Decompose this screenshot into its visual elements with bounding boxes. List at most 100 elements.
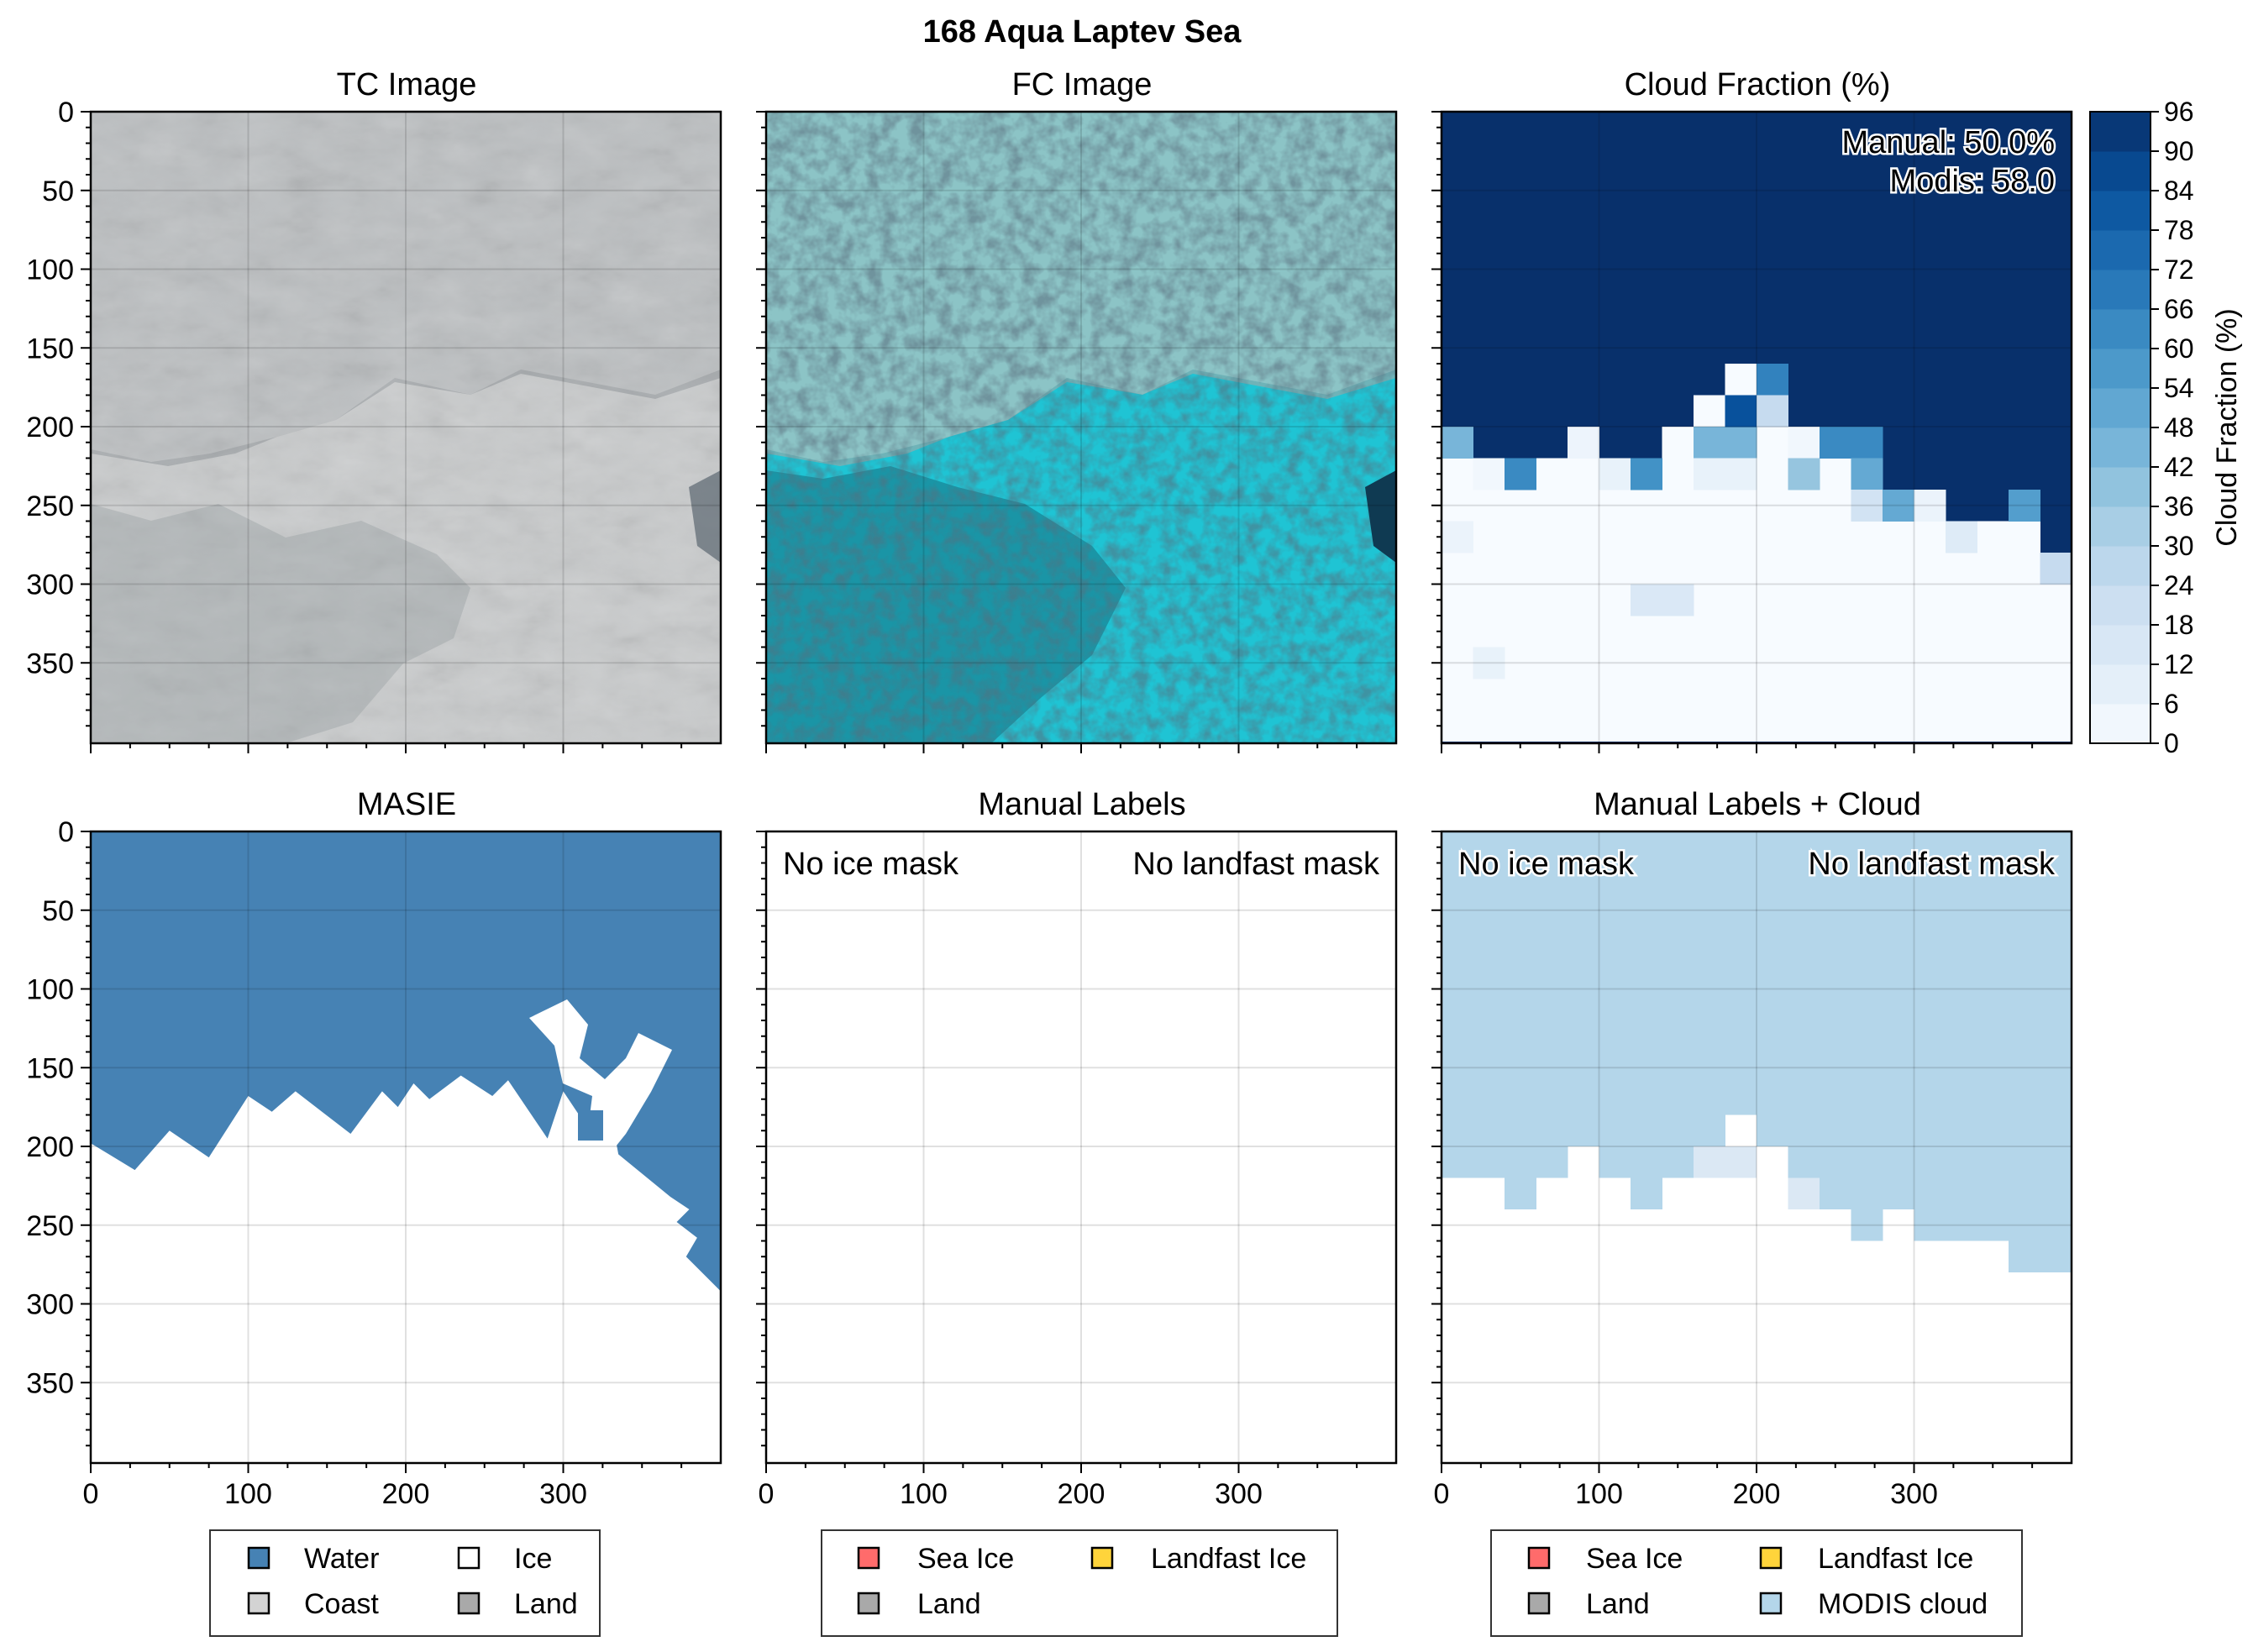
modis-cloud-cell: [1788, 831, 1820, 1178]
modis-cloud-cell: [1820, 831, 1851, 1209]
masie-panel: [91, 831, 721, 1463]
colorbar-block: [2090, 625, 2151, 665]
y-tick-label: 350: [26, 1367, 74, 1399]
axis-frame: [1431, 110, 2073, 753]
clear-cell: [1568, 427, 1599, 742]
clear-cell: [1536, 458, 1568, 742]
colorbar-tick-label: 60: [2164, 333, 2194, 364]
colorbar-tick-label: 18: [2164, 610, 2194, 640]
x-tick-label: 200: [1058, 1478, 1105, 1510]
cloud-fraction-cell: [1599, 458, 1631, 490]
manual-labels-cloud-panel: No ice mask No landfast mask: [1442, 831, 2072, 1463]
cloud-fraction-cell: [1631, 458, 1662, 490]
legend-landfast-ice: Landfast Ice: [1818, 1543, 1973, 1575]
masie-title: MASIE: [357, 787, 456, 822]
legend-land: Land: [917, 1588, 981, 1620]
colorbar-block: [2090, 546, 2151, 586]
cloud-fraction-cell: [1725, 458, 1757, 490]
y-tick-label: 50: [42, 895, 74, 927]
colorbar-block: [2090, 427, 2151, 468]
axis-frame: 0 100 200 300: [1431, 830, 2073, 1510]
cloud-fraction-cell: [1914, 490, 1946, 522]
masie-water-patch: [578, 1110, 603, 1141]
colorbar-label: Cloud Fraction (%): [2211, 308, 2243, 546]
axis-frame: 0 100 200 300: [756, 830, 1398, 1510]
legend-sea-ice: Sea Ice: [1586, 1543, 1683, 1575]
colorbar-tick-label: 96: [2164, 97, 2194, 127]
colorbar-block: [2090, 112, 2151, 152]
modis-cloud-cell: [1977, 831, 2009, 1241]
cloud-fraction-cell: [1883, 490, 1914, 522]
x-tick-label: 300: [1215, 1478, 1263, 1510]
clear-cell: [1977, 521, 2009, 742]
modis-cloud-cells: [1442, 831, 2072, 1272]
colorbar-block: [2090, 585, 2151, 626]
cloud-fraction-heatmap: Manual: 50.0% Modis: 58.0: [1442, 112, 2072, 743]
fc-image-panel: [766, 112, 1396, 743]
cf-manual-annotation: Manual: 50.0%: [1842, 125, 2056, 160]
x-tick-label: 200: [382, 1478, 430, 1510]
cloud-fraction-cells: [1442, 364, 2072, 742]
mlc-note-ice: No ice mask: [1458, 847, 1635, 882]
legend-coast: Coast: [304, 1588, 379, 1620]
colorbar: 0 6 12 18 24 30 36 42 48 54 60 66 72 78 84 90 96 Cloud F…: [2089, 97, 2243, 758]
cloud-fraction-cell: [1505, 458, 1536, 490]
cloud-fraction-cell: [1725, 427, 1757, 459]
legend-sea-ice: Sea Ice: [917, 1543, 1014, 1575]
x-tick-label: 0: [83, 1478, 99, 1510]
modis-cloud-cell: [1694, 1146, 1757, 1178]
colorbar-tick-label: 54: [2164, 373, 2194, 403]
cf-title: Cloud Fraction (%): [1625, 67, 1891, 102]
colorbar-tick-label: 24: [2164, 570, 2194, 600]
modis-cloud-cell: [2009, 831, 2040, 1272]
cloud-fraction-cell: [1757, 364, 1788, 396]
modis-cloud-cell: [1694, 831, 1725, 1146]
colorbar-block: [2090, 151, 2151, 191]
cloud-fraction-cell: [1788, 427, 1820, 459]
masie-ice-patch: [529, 999, 672, 1155]
legend-modis-cloud: MODIS cloud: [1818, 1588, 1988, 1620]
cloud-fraction-cell: [1820, 427, 1851, 459]
clear-cell: [1599, 458, 1631, 742]
colorbar-tick-label: 6: [2164, 689, 2179, 719]
y-tick-label: 300: [26, 569, 74, 601]
colorbar-block: [2090, 191, 2151, 231]
clear-cell: [1757, 395, 1788, 742]
cloud-fraction-cell: [1725, 395, 1757, 427]
colorbar-tick-label: 36: [2164, 491, 2194, 522]
figure-suptitle: 168 Aqua Laptev Sea: [923, 14, 1242, 50]
y-tick-label: 0: [58, 816, 74, 848]
cloud-fraction-cell: [1946, 521, 1977, 553]
ml-note-ice: No ice mask: [783, 847, 959, 882]
y-tick-label: 250: [26, 1210, 74, 1242]
modis-cloud-cell: [1599, 831, 1631, 1178]
colorbar-tick-label: 84: [2164, 176, 2194, 206]
modis-cloud-cell: [1788, 1177, 1820, 1209]
clear-cell: [1883, 490, 1914, 742]
axis-frame: 0 50 100 150 200 250 300 350: [26, 97, 722, 753]
clear-cell: [1946, 521, 1977, 742]
tc-image-panel: [91, 112, 721, 743]
colorbar-block: [2090, 349, 2151, 389]
x-tick-label: 300: [539, 1478, 587, 1510]
masie-water-region: [91, 831, 721, 1292]
colorbar-tick-label: 66: [2164, 294, 2194, 324]
colorbar-block: [2090, 388, 2151, 428]
colorbar-tick-label: 78: [2164, 215, 2194, 245]
y-tick-label: 250: [26, 490, 74, 522]
x-tick-label: 100: [1575, 1478, 1623, 1510]
modis-cloud-cell: [1946, 831, 1977, 1241]
cloud-fraction-cell: [1473, 647, 1505, 679]
cloud-fraction-cell: [1694, 427, 1725, 459]
x-tick-label: 100: [224, 1478, 272, 1510]
clear-cell: [1473, 458, 1505, 742]
clear-cell: [2009, 521, 2040, 742]
cf-modis-annotation: Modis: 58.0: [1890, 164, 2055, 199]
x-tick-label: 100: [900, 1478, 948, 1510]
cloud-fraction-cell: [1757, 395, 1788, 427]
y-tick-label: 150: [26, 333, 74, 364]
modis-cloud-cell: [2040, 831, 2072, 1272]
y-tick-label: 100: [26, 974, 74, 1006]
colorbar-block: [2090, 467, 2151, 507]
